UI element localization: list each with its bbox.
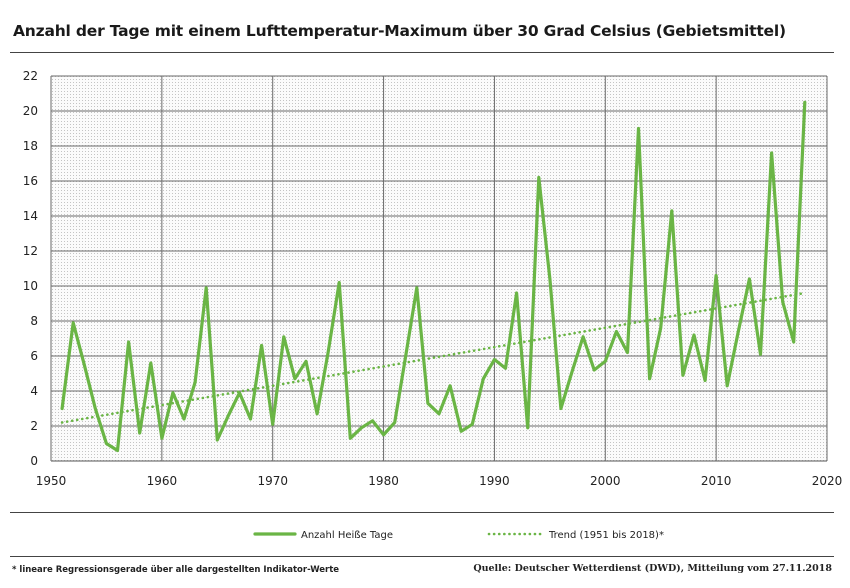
legend-label: Anzahl Heiße Tage [301, 530, 393, 541]
x-tick-label: 1960 [147, 474, 178, 488]
chart-title: Anzahl der Tage mit einem Lufttemperatur… [13, 22, 786, 40]
y-tick-label: 18 [23, 139, 38, 153]
x-tick-label: 2010 [701, 474, 732, 488]
x-tick-label: 1990 [479, 474, 510, 488]
x-tick-label: 2000 [590, 474, 621, 488]
legend-label: Trend (1951 bis 2018)* [548, 530, 664, 541]
series-line-hot-days [60, 100, 807, 453]
y-tick-label: 12 [23, 244, 38, 258]
y-tick-label: 10 [23, 279, 38, 293]
legend-divider-bottom [10, 556, 834, 557]
source-note: Quelle: Deutscher Wetterdienst (DWD), Mi… [473, 563, 832, 574]
footnote: * lineare Regressionsgerade über alle da… [12, 565, 340, 575]
y-tick-label: 2 [30, 419, 38, 433]
y-tick-label: 22 [23, 69, 38, 83]
x-tick-label: 1950 [36, 474, 67, 488]
y-tick-label: 4 [30, 384, 38, 398]
y-tick-label: 14 [23, 209, 38, 223]
legend: Anzahl Heiße Tage Trend (1951 bis 2018)* [253, 530, 664, 541]
plot-area [51, 76, 827, 461]
y-tick-label: 8 [30, 314, 38, 328]
x-axis-ticks: 1950 1960 1970 1980 1990 2000 2010 2020 [36, 474, 843, 488]
title-divider [10, 52, 834, 53]
x-tick-label: 2020 [812, 474, 843, 488]
y-tick-label: 16 [23, 174, 38, 188]
y-axis-ticks: 0 2 4 6 8 10 12 14 16 18 20 22 [23, 69, 38, 468]
y-tick-label: 20 [23, 104, 38, 118]
y-tick-label: 6 [30, 349, 38, 363]
x-tick-label: 1970 [257, 474, 288, 488]
grid-lines [50, 75, 828, 462]
legend-divider-top [10, 512, 834, 513]
y-tick-label: 0 [30, 454, 38, 468]
x-tick-label: 1980 [368, 474, 399, 488]
series-group [60, 100, 807, 453]
trend-line [60, 291, 807, 424]
